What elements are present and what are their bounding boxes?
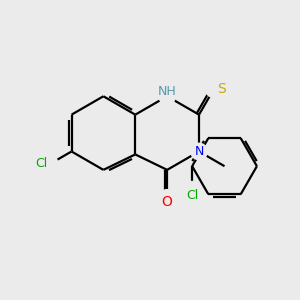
Circle shape (159, 88, 175, 104)
Circle shape (191, 143, 207, 160)
Circle shape (206, 81, 222, 98)
Text: O: O (162, 195, 172, 209)
Text: N: N (194, 145, 204, 158)
Circle shape (42, 156, 58, 172)
Text: NH: NH (158, 85, 176, 98)
Text: S: S (217, 82, 226, 96)
Circle shape (159, 190, 175, 206)
Text: Cl: Cl (186, 189, 198, 202)
Circle shape (184, 182, 200, 198)
Text: Cl: Cl (35, 158, 47, 170)
